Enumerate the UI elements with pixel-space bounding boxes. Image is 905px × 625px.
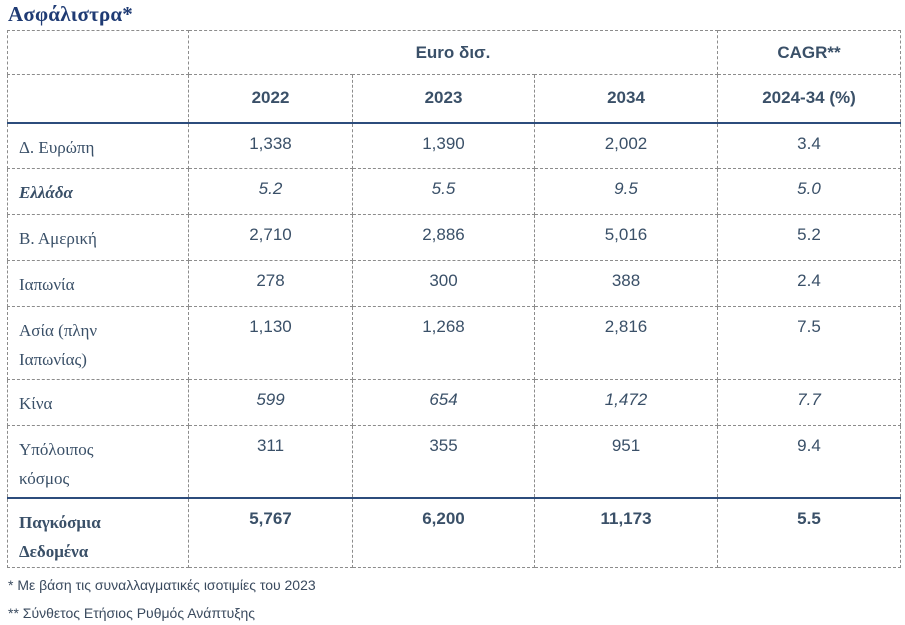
table-row: Ιαπωνία 278 300 388 2.4 [7,260,901,307]
row-label-line: Ιαπωνίας) [19,350,87,369]
value-cell: 1,472 [534,379,718,426]
row-label: Κίνα [7,379,189,426]
value-cell: 278 [188,260,353,307]
cagr-cell: 2.4 [717,260,901,307]
euro-bn-header: Euro δισ. [188,30,718,75]
row-label-line: Δεδομένα [19,541,89,561]
value-cell: 2,816 [534,306,718,380]
table-row: Υπόλοιπος κόσμος 311 355 951 9.4 [7,425,901,499]
table-row: Β. Αμερική 2,710 2,886 5,016 5.2 [7,214,901,261]
value-cell: 2,886 [352,214,535,261]
value-cell: 300 [352,260,535,307]
cagr-period-header: 2024-34 (%) [717,74,901,124]
row-label: Ελλάδα [7,168,189,215]
row-label: Ασία (πλην Ιαπωνίας) [7,306,189,380]
value-cell: 5.2 [188,168,353,215]
row-label-line: Ασία (πλην [19,321,98,340]
row-label: Δ. Ευρώπη [7,122,189,169]
table-row: Δ. Ευρώπη 1,338 1,390 2,002 3.4 [7,122,901,169]
value-cell: 951 [534,425,718,499]
cagr-header: CAGR** [717,30,901,75]
row-label-line: Υπόλοιπος [19,440,94,459]
year-header-2034: 2034 [534,74,718,124]
value-cell: 311 [188,425,353,499]
empty-header-cell [7,74,189,124]
empty-header-cell [7,30,189,75]
row-label: Β. Αμερική [7,214,189,261]
year-header-2022: 2022 [188,74,353,124]
page-title: Ασφάλιστρα* [8,2,134,26]
value-cell: 5,767 [188,497,353,568]
year-header-2023: 2023 [352,74,535,124]
table-row: Ασία (πλην Ιαπωνίας) 1,130 1,268 2,816 7.… [7,306,901,380]
row-label: Παγκόσμια Δεδομένα [7,497,189,568]
cagr-cell: 7.7 [717,379,901,426]
cagr-cell: 5.5 [717,497,901,568]
value-cell: 1,130 [188,306,353,380]
value-cell: 11,173 [534,497,718,568]
footnote-cagr-definition: ** Σύνθετος Ετήσιος Ρυθμός Ανάπτυξης [8,605,256,621]
value-cell: 2,002 [534,122,718,169]
group-header-row: Euro δισ. CAGR** [7,30,901,75]
footnote-exchange-rates: * Με βάση τις συναλλαγματικές ισοτιμίες … [8,577,316,593]
year-header-row: 2022 2023 2034 2024-34 (%) [7,74,901,124]
cagr-cell: 5.0 [717,168,901,215]
value-cell: 599 [188,379,353,426]
value-cell: 1,338 [188,122,353,169]
total-row: Παγκόσμια Δεδομένα 5,767 6,200 11,173 5.5 [7,497,901,568]
premiums-table: Euro δισ. CAGR** 2022 2023 2034 2024-34 … [7,30,901,568]
value-cell: 1,390 [352,122,535,169]
row-label-line: κόσμος [19,469,70,488]
value-cell: 2,710 [188,214,353,261]
value-cell: 1,268 [352,306,535,380]
table-row: Ελλάδα 5.2 5.5 9.5 5.0 [7,168,901,215]
row-label: Ιαπωνία [7,260,189,307]
row-label-line: Παγκόσμια [19,512,101,532]
cagr-cell: 7.5 [717,306,901,380]
value-cell: 5.5 [352,168,535,215]
value-cell: 6,200 [352,497,535,568]
table-row: Κίνα 599 654 1,472 7.7 [7,379,901,426]
value-cell: 9.5 [534,168,718,215]
value-cell: 654 [352,379,535,426]
cagr-cell: 9.4 [717,425,901,499]
value-cell: 355 [352,425,535,499]
cagr-cell: 5.2 [717,214,901,261]
value-cell: 388 [534,260,718,307]
cagr-cell: 3.4 [717,122,901,169]
row-label: Υπόλοιπος κόσμος [7,425,189,499]
value-cell: 5,016 [534,214,718,261]
